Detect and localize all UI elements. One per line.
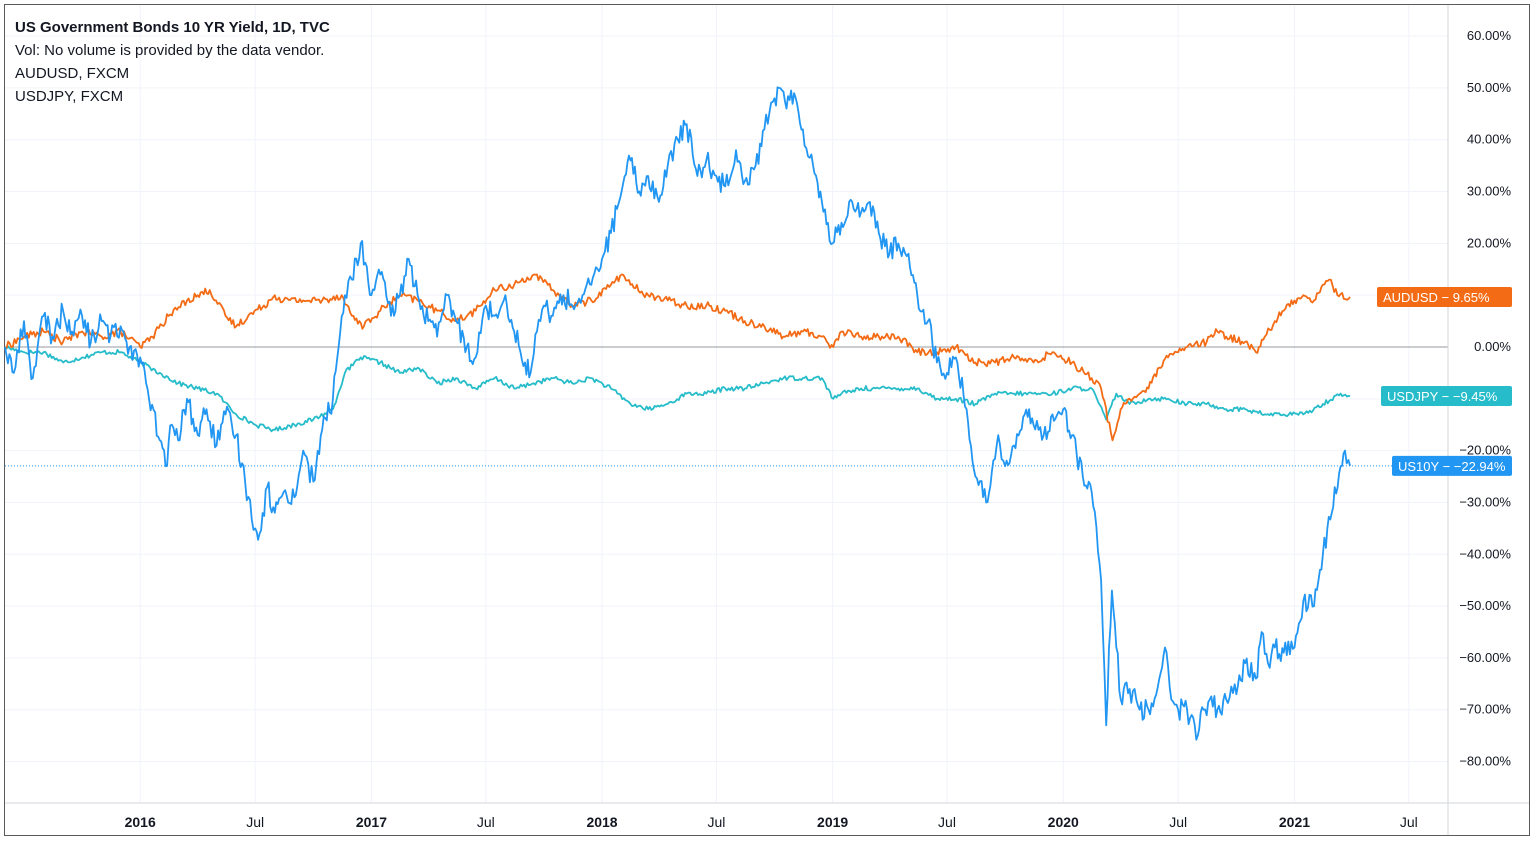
y-tick-label: −80.00% [1459,754,1511,769]
badge-audusd-label: AUDUSD − 9.65% [1383,290,1490,305]
series-usdjpy-line [4,345,1351,433]
y-tick-label: −30.00% [1459,494,1511,509]
series-us10y-line [4,86,1351,741]
y-tick-label: 30.00% [1467,184,1512,199]
x-tick-label: Jul [477,814,495,830]
x-tick-label: Jul [246,814,264,830]
x-tick-label: Jul [707,814,725,830]
badge-usdjpy-bg [1381,385,1512,406]
badge-audusd: AUDUSD − 9.65% [1377,286,1512,307]
y-tick-label: 20.00% [1467,235,1512,250]
badge-usdjpy: USDJPY − −9.45% [1381,385,1512,406]
y-tick-label: −40.00% [1459,546,1511,561]
badge-us10y: US10Y − −22.94% [1392,455,1512,476]
series-audusd-line [4,273,1351,442]
x-tick-label: 2018 [586,814,617,830]
x-axis: 2016 Jul 2017 Jul 2018 Jul 2019 Jul 2020 Jul 2021 J… [5,802,1529,830]
badge-audusd-bg [1377,286,1512,307]
y-tick-label: −60.00% [1459,650,1511,665]
x-tick-label: 2019 [817,814,848,830]
series-lines [4,86,1351,741]
y-tick-label: 50.00% [1467,80,1512,95]
chart-title: US Government Bonds 10 YR Yield, 1D, TVC [15,19,330,36]
y-tick-label: −20.00% [1459,443,1511,458]
badge-us10y-label: US10Y − −22.94% [1398,459,1506,474]
x-tick-label: 2021 [1279,814,1310,830]
x-tick-label: Jul [1169,814,1187,830]
legend-audusd: AUDUSD, FXCM [15,65,130,82]
x-tick-label: 2017 [356,814,387,830]
y-tick-label: 60.00% [1467,28,1512,43]
badge-usdjpy-label: USDJPY − −9.45% [1387,389,1498,404]
chart-frame [4,4,1530,836]
x-tick-label: 2020 [1048,814,1079,830]
price-badges: US10Y − −22.94% AUDUSD − 9.65% USDJPY − −9… [1377,286,1512,476]
chart-legend: US Government Bonds 10 YR Yield, 1D, TVC… [15,16,330,108]
y-tick-label: −70.00% [1459,702,1511,717]
x-tick-label: Jul [938,814,956,830]
y-tick-label: 40.00% [1467,132,1512,147]
x-tick-label: 2016 [125,814,156,830]
grid [5,5,1448,803]
y-axis: 60.00%50.00%40.00%30.00%20.00%10.00%0.00… [1447,5,1512,835]
y-tick-label: 0.00% [1474,339,1511,354]
badge-us10y-bg [1392,455,1512,476]
volume-note: Vol: No volume is provided by the data v… [15,42,325,59]
y-tick-label: −50.00% [1459,598,1511,613]
legend-usdjpy: USDJPY, FXCM [15,88,124,105]
x-tick-label: Jul [1400,814,1418,830]
